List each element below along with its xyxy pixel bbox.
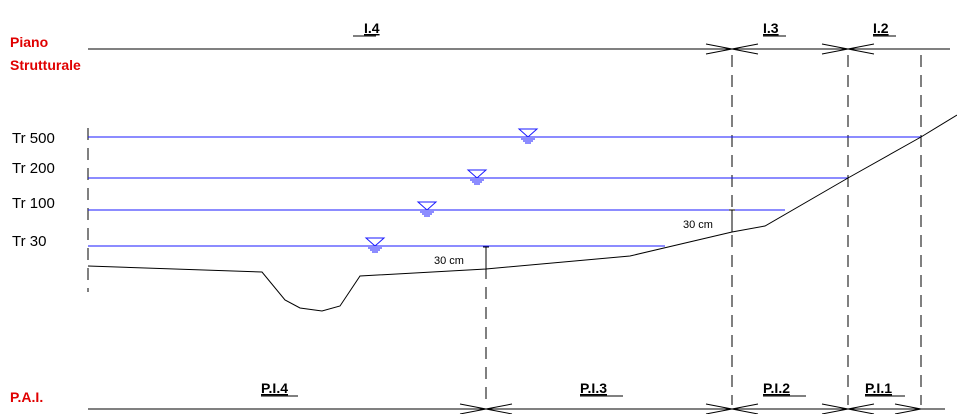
tr200-label: Tr 200 (12, 160, 55, 177)
dimension-label-30cm-lower: 30 cm (434, 255, 464, 267)
tr200-water-symbol-icon (466, 169, 488, 185)
tr100-water-symbol-icon (416, 201, 438, 217)
tr500-water-symbol-icon (517, 128, 539, 144)
zone-label-i3: I.3 (763, 20, 779, 36)
tr100-label: Tr 100 (12, 195, 55, 212)
top-zone-dimension-line (88, 43, 950, 55)
zone-label-pi1: P.I.1 (865, 380, 892, 396)
pai-title: P.A.I. (10, 389, 43, 405)
tr30-water-symbol-icon (364, 237, 386, 253)
zone-label-i4: I.4 (364, 20, 380, 36)
piano-strutturale-title-line2: Strutturale (10, 57, 81, 73)
dimension-label-30cm-upper: 30 cm (683, 219, 713, 231)
bottom-zone-dimension-line (88, 403, 945, 414)
zone-label-pi2: P.I.2 (763, 380, 790, 396)
dimension-30cm-left (483, 246, 489, 269)
tr30-label: Tr 30 (12, 233, 46, 250)
dimension-30cm-right (729, 209, 735, 232)
tr500-label: Tr 500 (12, 130, 55, 147)
zone-label-i2: I.2 (873, 20, 889, 36)
zone-label-pi4: P.I.4 (261, 380, 288, 396)
terrain-profile (87, 114, 957, 312)
piano-strutturale-title-line1: Piano (10, 34, 48, 50)
zone-label-pi3: P.I.3 (580, 380, 607, 396)
